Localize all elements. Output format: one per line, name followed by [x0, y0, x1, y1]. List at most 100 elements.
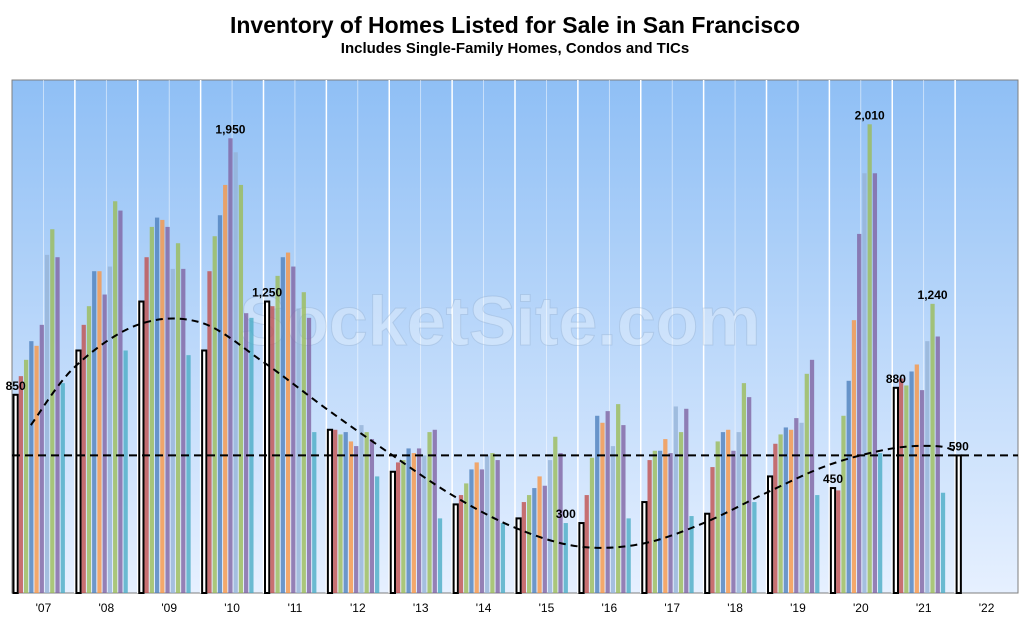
bar: [955, 454, 962, 594]
bar: [296, 308, 301, 593]
bar: [804, 373, 809, 593]
bar: [678, 432, 684, 593]
bar: [301, 292, 306, 593]
bar: [18, 376, 23, 593]
bar: [23, 359, 29, 593]
bar: [44, 254, 50, 594]
bar: [60, 383, 65, 593]
bar: [212, 236, 217, 593]
data-label: 1,950: [215, 122, 245, 136]
bar: [862, 173, 867, 594]
bar: [29, 341, 34, 593]
data-label: 1,250: [252, 286, 282, 300]
bar: [925, 341, 930, 593]
bar: [165, 226, 170, 593]
bar: [280, 257, 285, 593]
bar: [641, 501, 648, 594]
bar: [359, 425, 364, 593]
bar: [532, 488, 537, 593]
watermark: SocketSite.com: [239, 282, 760, 360]
bar: [867, 124, 872, 594]
data-label: 590: [949, 439, 969, 453]
bar: [605, 411, 610, 593]
bar: [149, 226, 154, 593]
bar: [201, 349, 208, 594]
bar: [474, 462, 479, 593]
bar: [233, 152, 238, 593]
bar: [395, 462, 401, 593]
bar: [778, 434, 783, 593]
bar: [736, 432, 741, 593]
bar: [306, 317, 312, 593]
bar: [138, 300, 145, 594]
bar: [422, 455, 427, 593]
x-tick-label: '11: [288, 601, 303, 615]
bar: [584, 495, 589, 593]
bar: [846, 380, 851, 593]
bar: [563, 523, 568, 593]
bar: [710, 467, 715, 593]
bar: [485, 455, 490, 593]
bar: [919, 390, 925, 593]
x-tick-label: '12: [350, 601, 366, 615]
bar: [285, 252, 291, 593]
bar: [558, 453, 563, 593]
lines: [12, 317, 1018, 549]
bar: [799, 422, 804, 593]
bar: [767, 475, 774, 594]
bar: [326, 428, 334, 595]
chart-title: Inventory of Homes Listed for Sale in Sa…: [229, 12, 801, 38]
data-label: 300: [556, 507, 576, 521]
bar: [81, 324, 86, 593]
bar: [647, 460, 652, 593]
bar: [55, 257, 60, 593]
bar: [102, 294, 107, 593]
bar: [898, 378, 904, 593]
x-axis: '07 '08 '09 '10 '11 '12 '13 '14 '15 '16 '17 '18 '19 '…: [36, 601, 995, 615]
bar: [333, 429, 338, 593]
x-tick-label: '14: [476, 601, 492, 615]
bar: [338, 434, 343, 593]
bar: [427, 432, 432, 593]
data-label: 450: [823, 472, 843, 486]
bar: [547, 460, 553, 593]
bar: [217, 215, 223, 593]
x-tick-label: '07: [36, 601, 52, 615]
bar: [909, 371, 914, 593]
bar: [312, 432, 317, 593]
bar: [578, 522, 585, 595]
bar: [815, 495, 820, 593]
bar: [904, 385, 909, 593]
bar: [458, 495, 464, 593]
bar: [914, 364, 919, 593]
bar: [542, 485, 547, 593]
bar: [264, 300, 271, 594]
bar: [684, 408, 689, 593]
bar: [935, 336, 940, 593]
bar: [668, 453, 673, 593]
bar: [878, 453, 883, 593]
bar: [223, 184, 228, 593]
bar: [348, 441, 354, 593]
bar: [469, 469, 474, 593]
bar: [836, 490, 841, 593]
bar: [940, 492, 946, 593]
bar: [783, 427, 788, 593]
bar: [154, 217, 160, 593]
bar: [537, 476, 542, 593]
bar: [207, 271, 212, 593]
x-tick-label: '08: [98, 601, 114, 615]
bar: [663, 439, 668, 593]
bar: [86, 306, 92, 593]
bar: [621, 425, 626, 593]
bar: [411, 453, 416, 593]
bar: [857, 233, 862, 593]
bar: [720, 432, 726, 593]
bar: [500, 523, 506, 593]
bar: [113, 201, 118, 593]
bar: [118, 210, 123, 593]
bar: [432, 429, 437, 593]
data-labels: 850 1,950 1,250 300 2,010 450 880 1,240 590: [6, 108, 969, 521]
bar: [752, 502, 757, 593]
bar: [616, 404, 621, 593]
